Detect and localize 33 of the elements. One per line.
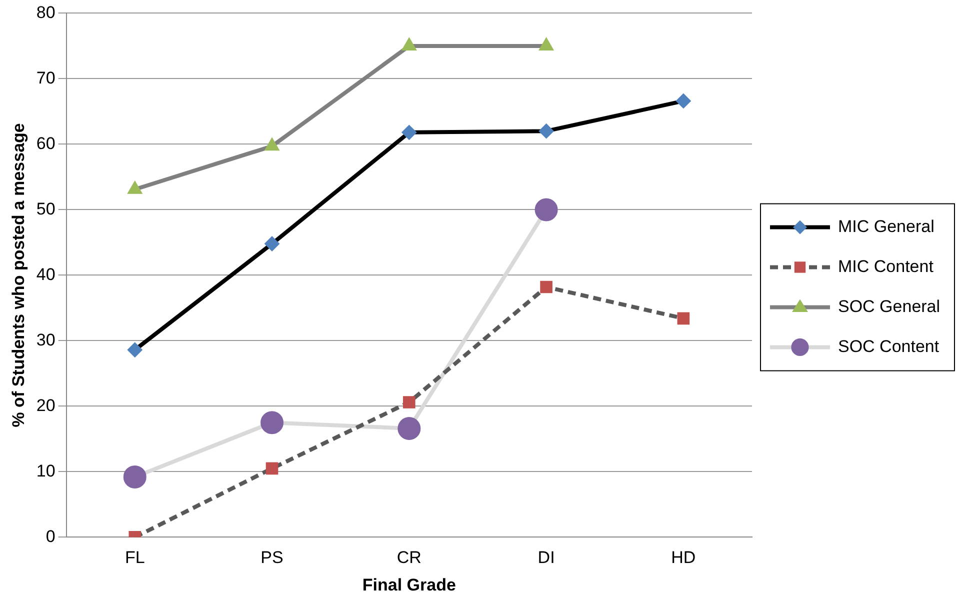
point <box>127 342 142 358</box>
x-tick-label: DI <box>538 548 555 568</box>
y-tick-label: 80 <box>36 2 56 22</box>
point <box>398 416 421 440</box>
point <box>402 124 417 140</box>
point <box>123 465 146 488</box>
x-axis-title: Final Grade <box>362 575 456 594</box>
point <box>266 462 278 475</box>
y-tick-label: 0 <box>46 526 56 546</box>
point <box>260 411 284 434</box>
legend-label: SOC General <box>838 296 940 316</box>
point <box>676 93 691 108</box>
point <box>677 312 690 325</box>
point <box>264 236 280 252</box>
y-tick-label: 50 <box>36 199 56 218</box>
legend-label: MIC Content <box>838 256 934 276</box>
point <box>534 198 558 222</box>
y-tick-label: 70 <box>36 68 56 88</box>
point <box>403 396 416 408</box>
x-tick-label: PS <box>260 548 284 568</box>
legend-label: MIC General <box>838 216 934 236</box>
point <box>538 124 554 139</box>
x-tick-label: HD <box>671 548 696 568</box>
y-tick-label: 60 <box>36 134 56 153</box>
x-tick-label: CR <box>396 548 422 568</box>
legend-label: SOC Content <box>838 336 940 356</box>
y-tick-label: 40 <box>36 264 56 284</box>
y-axis-title: % of Students who posted a message <box>8 123 28 428</box>
y-tick-label: 20 <box>36 396 56 415</box>
point <box>540 280 552 294</box>
y-tick-label: 30 <box>36 330 56 350</box>
y-tick-label: 10 <box>36 461 56 480</box>
x-tick-label: FL <box>124 548 145 568</box>
